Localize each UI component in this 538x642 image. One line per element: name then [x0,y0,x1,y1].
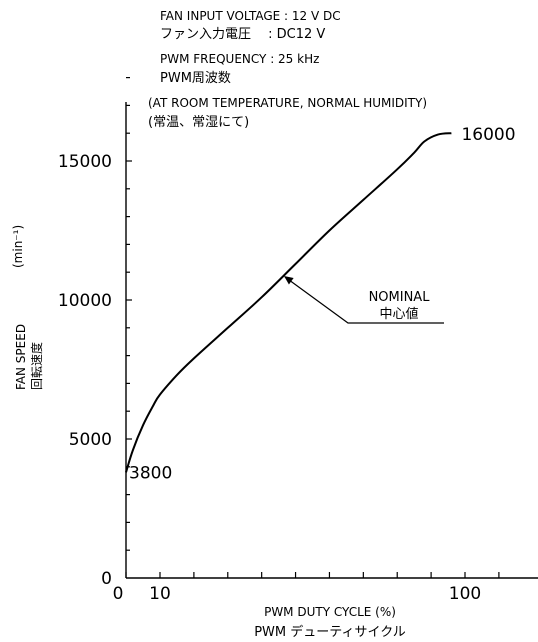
condition-pwm-frequency: PWM FREQUENCY : 25 kHz [160,52,319,66]
x-tick-label: 100 [449,584,481,604]
nominal-callout: NOMINAL 中心値 [284,275,444,324]
y-tick-label: 15000 [58,152,112,172]
x-tick-label: 10 [149,584,171,604]
x-axis-label-ja: PWM デューティサイクル [254,624,406,640]
condition-voltage: FAN INPUT VOLTAGE : 12 V DC [160,9,341,23]
y-tick-label: 5000 [69,430,112,450]
condition-ambient: (AT ROOM TEMPERATURE, NORMAL HUMIDITY) [148,96,427,110]
y-tick-label: 10000 [58,291,112,311]
condition-voltage-ja: ファン入力電圧 : DC12 V [160,27,325,42]
callout-arrow-icon [284,275,294,285]
annotation-max-speed: 16000 [461,125,515,145]
x-tick-label: 0 [113,584,124,604]
y-axis-label-ja: 回転速度 [29,342,44,390]
nominal-speed-curve [125,132,452,473]
callout-label-ja: 中心値 [379,306,418,322]
x-axis-label: PWM DUTY CYCLE (%) [264,605,396,619]
callout-label: NOMINAL [369,290,431,305]
y-tick-labels: 0 5000 10000 15000 [58,152,112,589]
condition-pwm-frequency-ja: PWM周波数 [160,71,231,86]
x-ticks [125,572,500,578]
annotation-min-speed: 3800 [129,463,172,483]
condition-ambient-ja: (常温、常湿にて) [148,115,249,130]
y-tick-label: 0 [101,569,112,589]
y-axis-unit: (min⁻¹) [11,225,25,268]
x-tick-labels: 0 10 100 [113,584,482,604]
y-axis-label: FAN SPEED [14,324,28,390]
